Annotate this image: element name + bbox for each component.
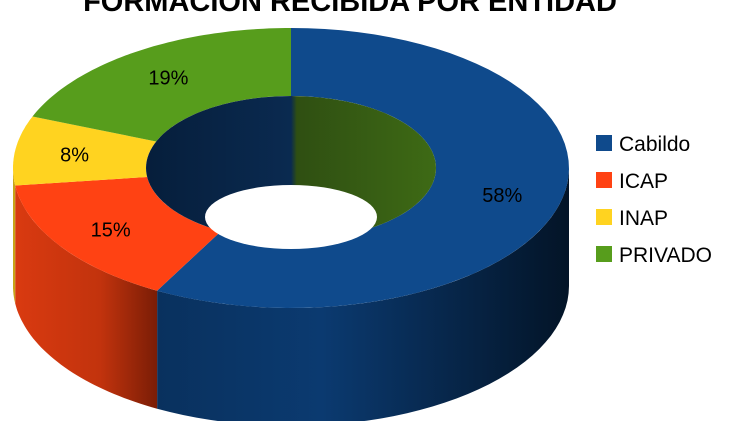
label-cabildo: 58%	[482, 185, 522, 207]
legend-swatch-inap	[596, 209, 612, 225]
legend-swatch-cabildo	[596, 135, 612, 151]
wall-inap	[13, 168, 15, 304]
label-icap: 15%	[91, 220, 131, 242]
legend-item-icap: ICAP	[619, 170, 668, 193]
legend-swatch-icap	[596, 172, 612, 188]
label-inap: 8%	[60, 144, 89, 166]
label-privado: 19%	[148, 68, 188, 90]
legend-swatch-privado	[596, 246, 612, 262]
donut-hole	[205, 185, 377, 249]
legend-item-privado: PRIVADO	[619, 244, 712, 267]
legend-item-inap: INAP	[619, 207, 668, 230]
legend-item-cabildo: Cabildo	[619, 133, 690, 156]
